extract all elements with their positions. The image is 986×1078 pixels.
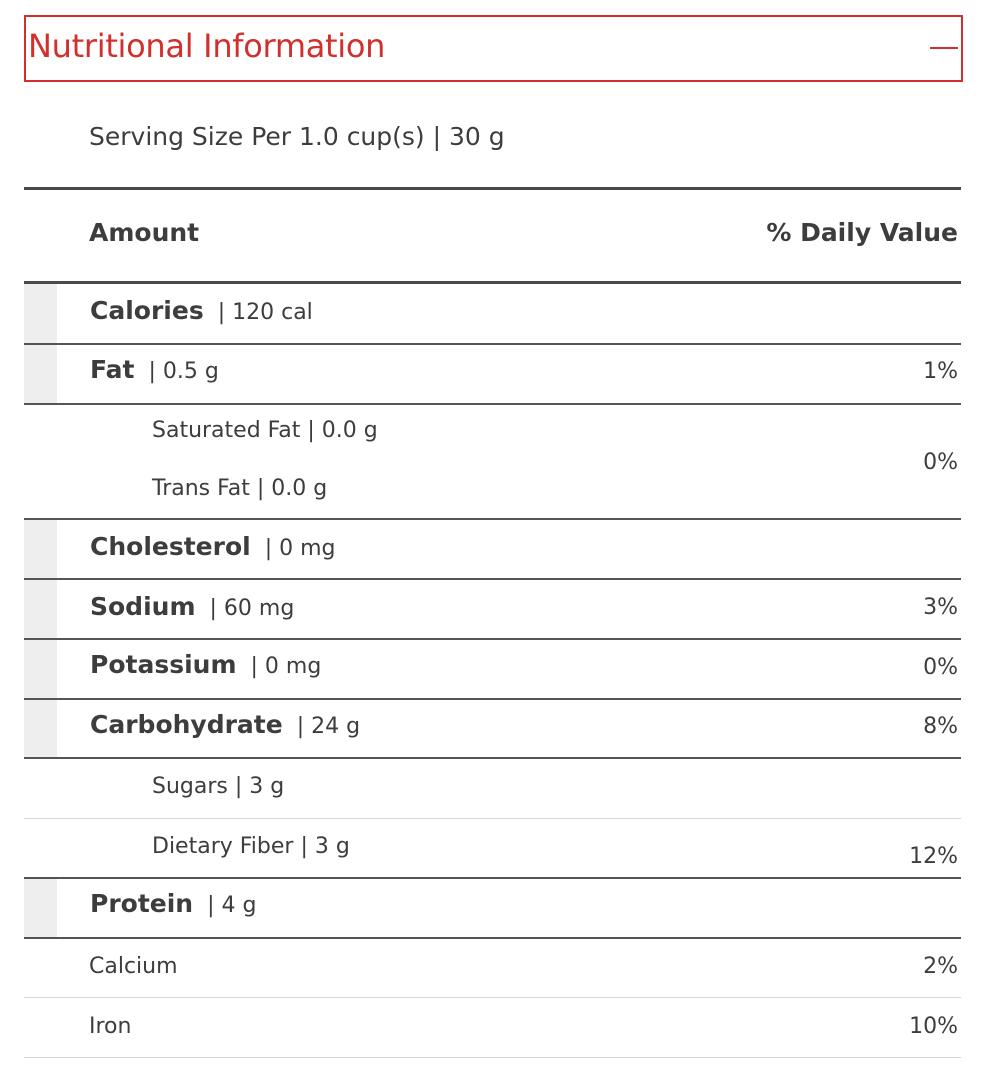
daily-value: 2%: [923, 954, 958, 979]
dietary-fiber: Dietary Fiber | 3 g: [152, 834, 350, 859]
nutrient-amount: | 0 mg: [264, 536, 336, 561]
nutrient-row-cholesterol: Cholesterol | 0 mg: [24, 520, 961, 580]
row-marker: [24, 580, 57, 638]
nutrient-name: Protein: [90, 889, 194, 918]
divider: [24, 281, 961, 284]
amount-header: Amount: [89, 218, 200, 247]
daily-value-header: % Daily Value: [766, 218, 958, 247]
nutrient-amount: | 0.5 g: [148, 359, 219, 384]
nutrient-amount: | 60 mg: [209, 596, 295, 621]
nutrient-name: Carbohydrate: [90, 710, 283, 739]
mineral-row-calcium: Calcium 2%: [24, 939, 961, 998]
row-marker: [24, 345, 57, 403]
serving-size: Serving Size Per 1.0 cup(s) | 30 g: [89, 122, 505, 151]
daily-value: 8%: [923, 714, 958, 739]
nutrient-row-sugars: Sugars | 3 g: [24, 759, 961, 819]
daily-value: 0%: [923, 655, 958, 680]
nutrient-name: Potassium: [90, 650, 237, 679]
row-marker: [24, 640, 57, 698]
nutrient-amount: | 0 mg: [250, 654, 322, 679]
daily-value: 10%: [909, 1014, 958, 1039]
row-marker: [24, 520, 57, 578]
nutrient-row-protein: Protein | 4 g: [24, 879, 961, 939]
row-marker: [24, 700, 57, 757]
row-marker: [24, 284, 57, 343]
nutrient-name: Sodium: [90, 592, 196, 621]
trans-fat: Trans Fat | 0.0 g: [152, 476, 328, 501]
mineral-name: Iron: [89, 1014, 132, 1039]
divider: [24, 187, 961, 190]
row-marker: [24, 879, 57, 937]
nutrient-row-fat: Fat | 0.5 g 1%: [24, 345, 961, 405]
nutrient-row-carbohydrate: Carbohydrate | 24 g 8%: [24, 700, 961, 759]
sugars: Sugars | 3 g: [152, 774, 285, 799]
nutrient-row-calories: Calories | 120 cal: [24, 284, 961, 345]
nutrient-row-sodium: Sodium | 60 mg 3%: [24, 580, 961, 640]
panel-title: Nutritional Information: [28, 27, 386, 65]
nutrient-name: Calories: [90, 296, 204, 325]
daily-value: 1%: [923, 359, 958, 384]
nutrient-subgroup-fat: Saturated Fat | 0.0 g Trans Fat | 0.0 g …: [24, 405, 961, 520]
nutrient-row-potassium: Potassium | 0 mg 0%: [24, 640, 961, 700]
daily-value: 0%: [923, 450, 958, 475]
daily-value: 3%: [923, 595, 958, 620]
saturated-fat: Saturated Fat | 0.0 g: [152, 418, 378, 443]
nutrient-amount: | 4 g: [207, 893, 257, 918]
nutrient-row-dietary-fiber: Dietary Fiber | 3 g 12%: [24, 819, 961, 879]
daily-value: 12%: [909, 844, 958, 869]
nutrient-amount: | 120 cal: [217, 300, 313, 325]
mineral-name: Calcium: [89, 954, 178, 979]
nutrient-name: Cholesterol: [90, 532, 251, 561]
mineral-row-iron: Iron 10%: [24, 999, 961, 1058]
nutrient-name: Fat: [90, 355, 135, 384]
accordion-header[interactable]: Nutritional Information: [24, 15, 963, 82]
minus-icon[interactable]: [930, 47, 958, 49]
nutrient-amount: | 24 g: [296, 714, 361, 739]
